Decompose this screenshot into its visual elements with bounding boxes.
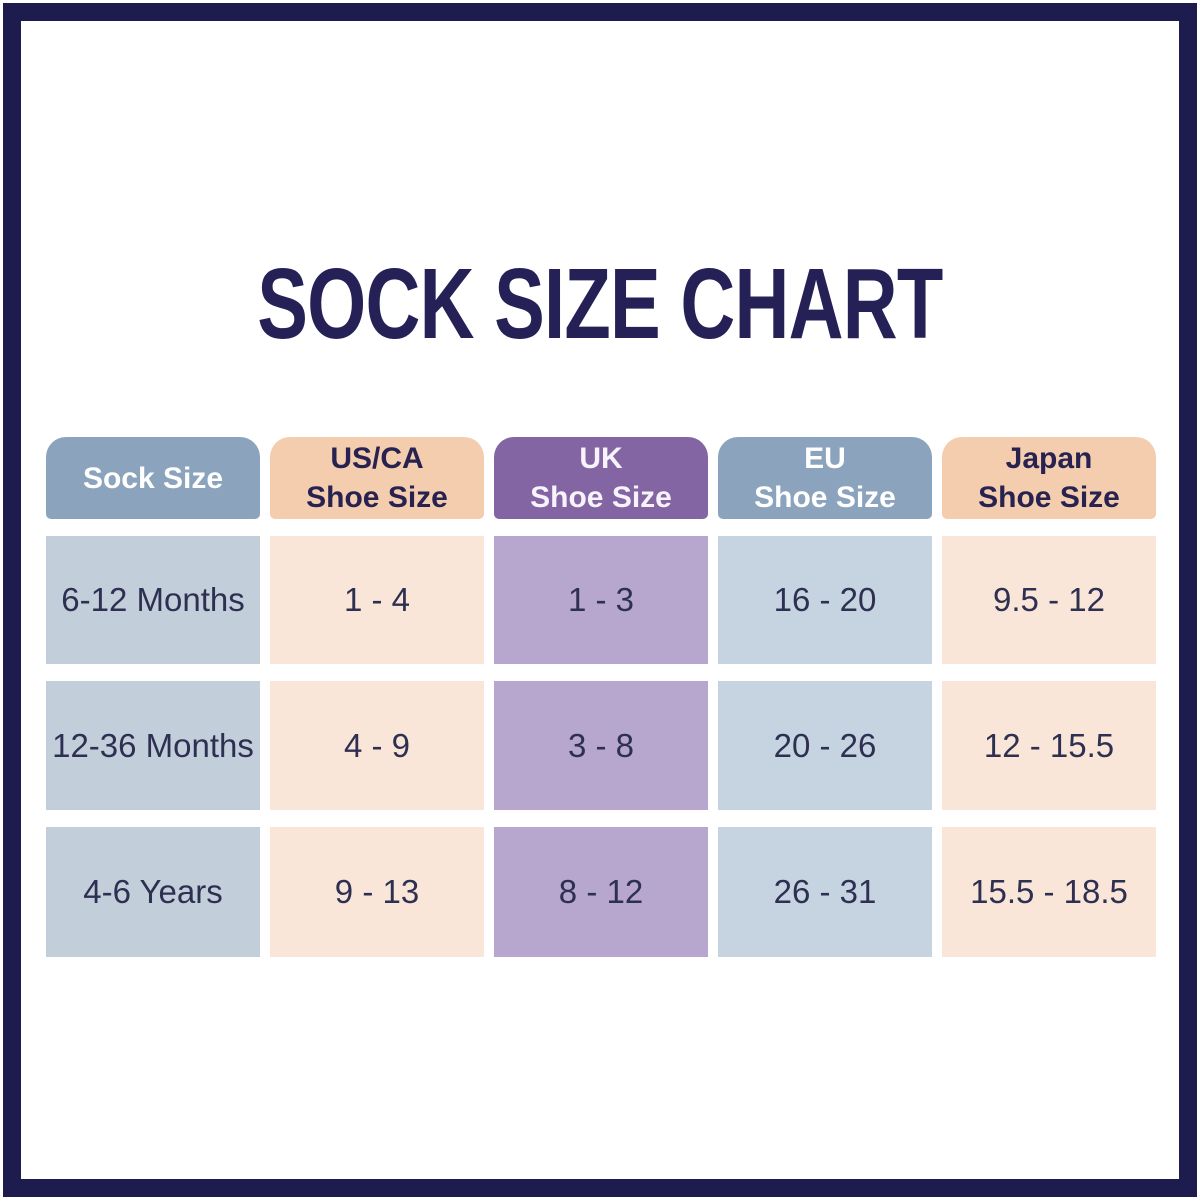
- header-line: Shoe Size: [754, 481, 896, 514]
- header-line: Sock Size: [82, 461, 224, 495]
- header-line: Shoe Size: [530, 481, 672, 514]
- column-header-japan-shoe-size: Japan Shoe Size: [942, 437, 1156, 519]
- table-cell: 1 - 4: [270, 536, 484, 664]
- header-line: EU: [804, 442, 846, 475]
- column-header-uk-shoe-size: UK Shoe Size: [494, 437, 708, 519]
- header-line: US/CA: [330, 442, 424, 475]
- header-line: Japan: [1005, 442, 1093, 475]
- table-cell: 9.5 - 12: [942, 536, 1156, 664]
- row-label-6-12-months: 6-12 Months: [46, 536, 260, 664]
- table-cell: 12 - 15.5: [942, 681, 1156, 810]
- column-header-sock-size: Sock Size: [46, 437, 260, 519]
- page-title: SOCK SIZE CHART: [0, 254, 1200, 354]
- table-cell: 8 - 12: [494, 827, 708, 957]
- row-label-12-36-months: 12-36 Months: [46, 681, 260, 810]
- page-title-text: SOCK SIZE CHART: [257, 248, 943, 360]
- table-cell: 9 - 13: [270, 827, 484, 957]
- header-line: UK: [579, 442, 623, 475]
- table-cell: 15.5 - 18.5: [942, 827, 1156, 957]
- column-header-usca-shoe-size: US/CA Shoe Size: [270, 437, 484, 519]
- table-cell: 20 - 26: [718, 681, 932, 810]
- row-label-4-6-years: 4-6 Years: [46, 827, 260, 957]
- table-cell: 4 - 9: [270, 681, 484, 810]
- column-header-eu-shoe-size: EU Shoe Size: [718, 437, 932, 519]
- header-line: Shoe Size: [306, 481, 448, 514]
- table-cell: 26 - 31: [718, 827, 932, 957]
- table-cell: 3 - 8: [494, 681, 708, 810]
- sock-size-table: Sock Size US/CA Shoe Size UK Shoe Size E…: [46, 437, 1156, 957]
- table-cell: 16 - 20: [718, 536, 932, 664]
- header-line: Shoe Size: [978, 481, 1120, 514]
- table-cell: 1 - 3: [494, 536, 708, 664]
